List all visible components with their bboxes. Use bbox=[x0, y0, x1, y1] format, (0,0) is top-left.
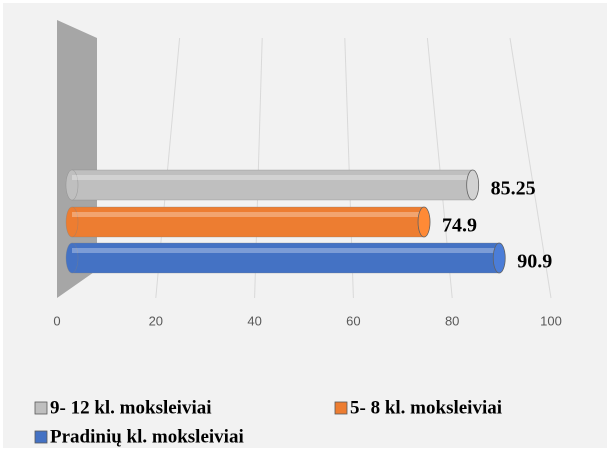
x-tick-label: 60 bbox=[346, 313, 360, 328]
bar bbox=[65, 206, 431, 238]
bar-start-cap bbox=[65, 242, 79, 274]
legend-swatch bbox=[334, 401, 348, 415]
bar-end-cap bbox=[492, 242, 506, 274]
bar-body bbox=[71, 169, 473, 201]
bar-highlight bbox=[72, 212, 425, 217]
x-tick-label: 20 bbox=[149, 313, 163, 328]
bar-end-cap bbox=[417, 206, 431, 238]
x-tick-label: 0 bbox=[53, 313, 60, 328]
bar bbox=[65, 169, 480, 201]
bar-body bbox=[71, 206, 425, 238]
bar-body bbox=[71, 242, 500, 274]
legend-swatch bbox=[34, 401, 48, 415]
x-tick-label: 100 bbox=[540, 313, 562, 328]
legend-label: 5- 8 kl. moksleiviai bbox=[350, 397, 502, 418]
value-label: 90.9 bbox=[517, 251, 552, 273]
legend-label: 9- 12 kl. moksleiviai bbox=[50, 397, 212, 418]
bar bbox=[65, 242, 506, 274]
x-tick-label: 40 bbox=[247, 313, 261, 328]
legend-swatch bbox=[34, 430, 48, 444]
legend-label: Pradinių kl. moksleiviai bbox=[50, 426, 244, 447]
grid-line bbox=[509, 37, 552, 299]
bar-highlight bbox=[72, 248, 500, 253]
value-label: 85.25 bbox=[491, 178, 536, 200]
x-tick-label: 80 bbox=[445, 313, 459, 328]
bar-start-cap bbox=[65, 206, 79, 238]
bar-highlight bbox=[72, 175, 473, 180]
value-label: 74.9 bbox=[442, 215, 477, 237]
bar-start-cap bbox=[65, 169, 79, 201]
bar-end-cap bbox=[466, 169, 480, 201]
